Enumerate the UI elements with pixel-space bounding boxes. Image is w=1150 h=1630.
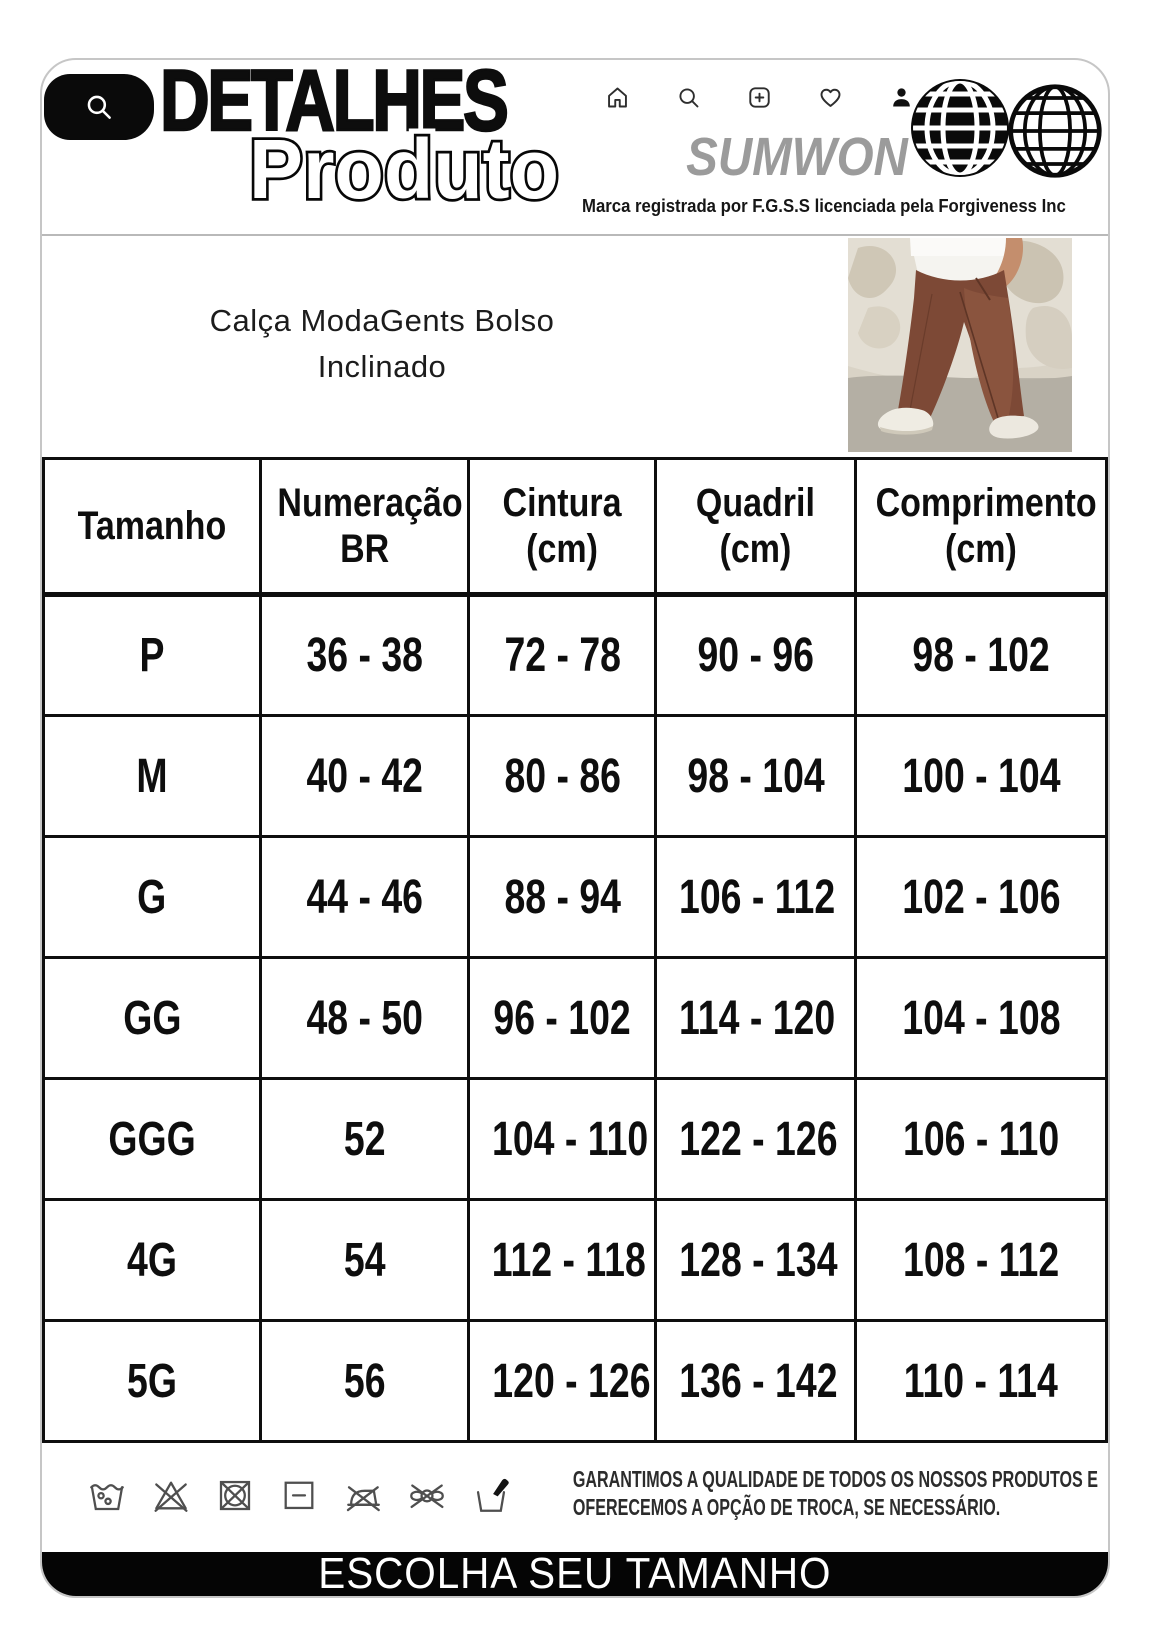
size-label: P — [42, 593, 262, 717]
svg-text:Produto: Produto — [249, 122, 559, 216]
col-header-quadril: Quadril (cm) — [654, 457, 858, 597]
product-name: Calça ModaGents Bolso Inclinado — [209, 303, 555, 384]
care-instructions — [86, 1471, 512, 1519]
table-row-g: G 44 - 46 88 - 94 106 - 112 102 - 106 — [42, 835, 1108, 959]
table-row-ggg: GGG 52 104 - 110 122 - 126 106 - 110 — [42, 1077, 1108, 1201]
page-title: DETALHES — [159, 58, 510, 150]
choose-size-label: ESCOLHA SEU TAMANHO — [318, 1549, 832, 1598]
brand-logo — [908, 76, 1104, 180]
header-divider — [42, 234, 1108, 236]
do-not-iron-icon — [346, 1486, 380, 1512]
hand-wash-icon — [476, 1478, 509, 1512]
svg-text:Produto: Produto — [249, 122, 559, 216]
brand-name: SUMWON — [686, 127, 908, 187]
search-nav-icon[interactable] — [675, 84, 702, 111]
size-table-header-row: Tamanho Numeração BR Cintura (cm) Quadril(… — [42, 457, 1108, 597]
table-row-gg: GG 48 - 50 96 - 102 114 - 120 104 - 108 — [42, 956, 1108, 1080]
footer: GARANTIMOS A QUALIDADE DE TODOS OS NOSSO… — [42, 1443, 1108, 1547]
size-label: G — [42, 835, 262, 959]
profile-icon[interactable] — [888, 84, 915, 111]
col-header-tamanho: Tamanho — [42, 457, 262, 597]
choose-size-bar[interactable]: ESCOLHA SEU TAMANHO — [42, 1552, 1108, 1596]
table-row-m: M 40 - 42 80 - 86 98 - 104 100 - 104 — [42, 714, 1108, 838]
guarantee-text: GARANTIMOS A QUALIDADE DE TODOS OS NOSSO… — [572, 1466, 1098, 1520]
do-not-wring-icon — [410, 1484, 444, 1509]
machine-wash-icon — [90, 1484, 124, 1511]
size-label: 4G — [42, 1198, 262, 1322]
size-table: Tamanho Numeração BR Cintura (cm) Quadril(… — [42, 457, 1108, 1443]
search-icon — [87, 95, 111, 119]
col-header-comprimento: Comprimento (cm) — [854, 457, 1108, 597]
table-row-5g: 5G 56 120 - 126 136 - 142 110 - 114 — [42, 1319, 1108, 1443]
add-post-icon[interactable] — [746, 84, 773, 111]
dry-flat-icon — [284, 1481, 314, 1510]
size-label: 5G — [42, 1319, 262, 1443]
col-header-numeracao: Numeração BR — [258, 457, 471, 597]
do-not-tumble-dry-icon — [219, 1480, 251, 1511]
product-photo — [848, 238, 1072, 452]
size-label: GGG — [42, 1077, 262, 1201]
size-label: GG — [42, 956, 262, 1080]
product-section: Calça ModaGents Bolso Inclinado — [42, 236, 1108, 457]
page-subtitle: Produto Produto — [241, 114, 567, 224]
heart-icon[interactable] — [817, 84, 844, 111]
col-header-cintura: Cintura (cm) — [467, 457, 658, 597]
trademark-text: Marca registrada por F.G.S.S licenciada … — [582, 196, 1066, 216]
home-icon[interactable] — [604, 84, 631, 111]
nav-bar — [604, 84, 915, 111]
globe-filled-icon — [911, 79, 1009, 177]
size-label: M — [42, 714, 262, 838]
search-button[interactable] — [44, 74, 154, 140]
product-details-card: DETALHES Produto Produto — [40, 58, 1110, 1598]
header: DETALHES Produto Produto — [42, 60, 1108, 234]
table-row-4g: 4G 54 112 - 118 128 - 134 108 - 112 — [42, 1198, 1108, 1322]
table-row-p: P 36 - 38 72 - 78 90 - 96 98 - 102 — [42, 593, 1108, 717]
do-not-bleach-icon — [154, 1481, 188, 1512]
globe-outline-icon — [1008, 84, 1102, 178]
